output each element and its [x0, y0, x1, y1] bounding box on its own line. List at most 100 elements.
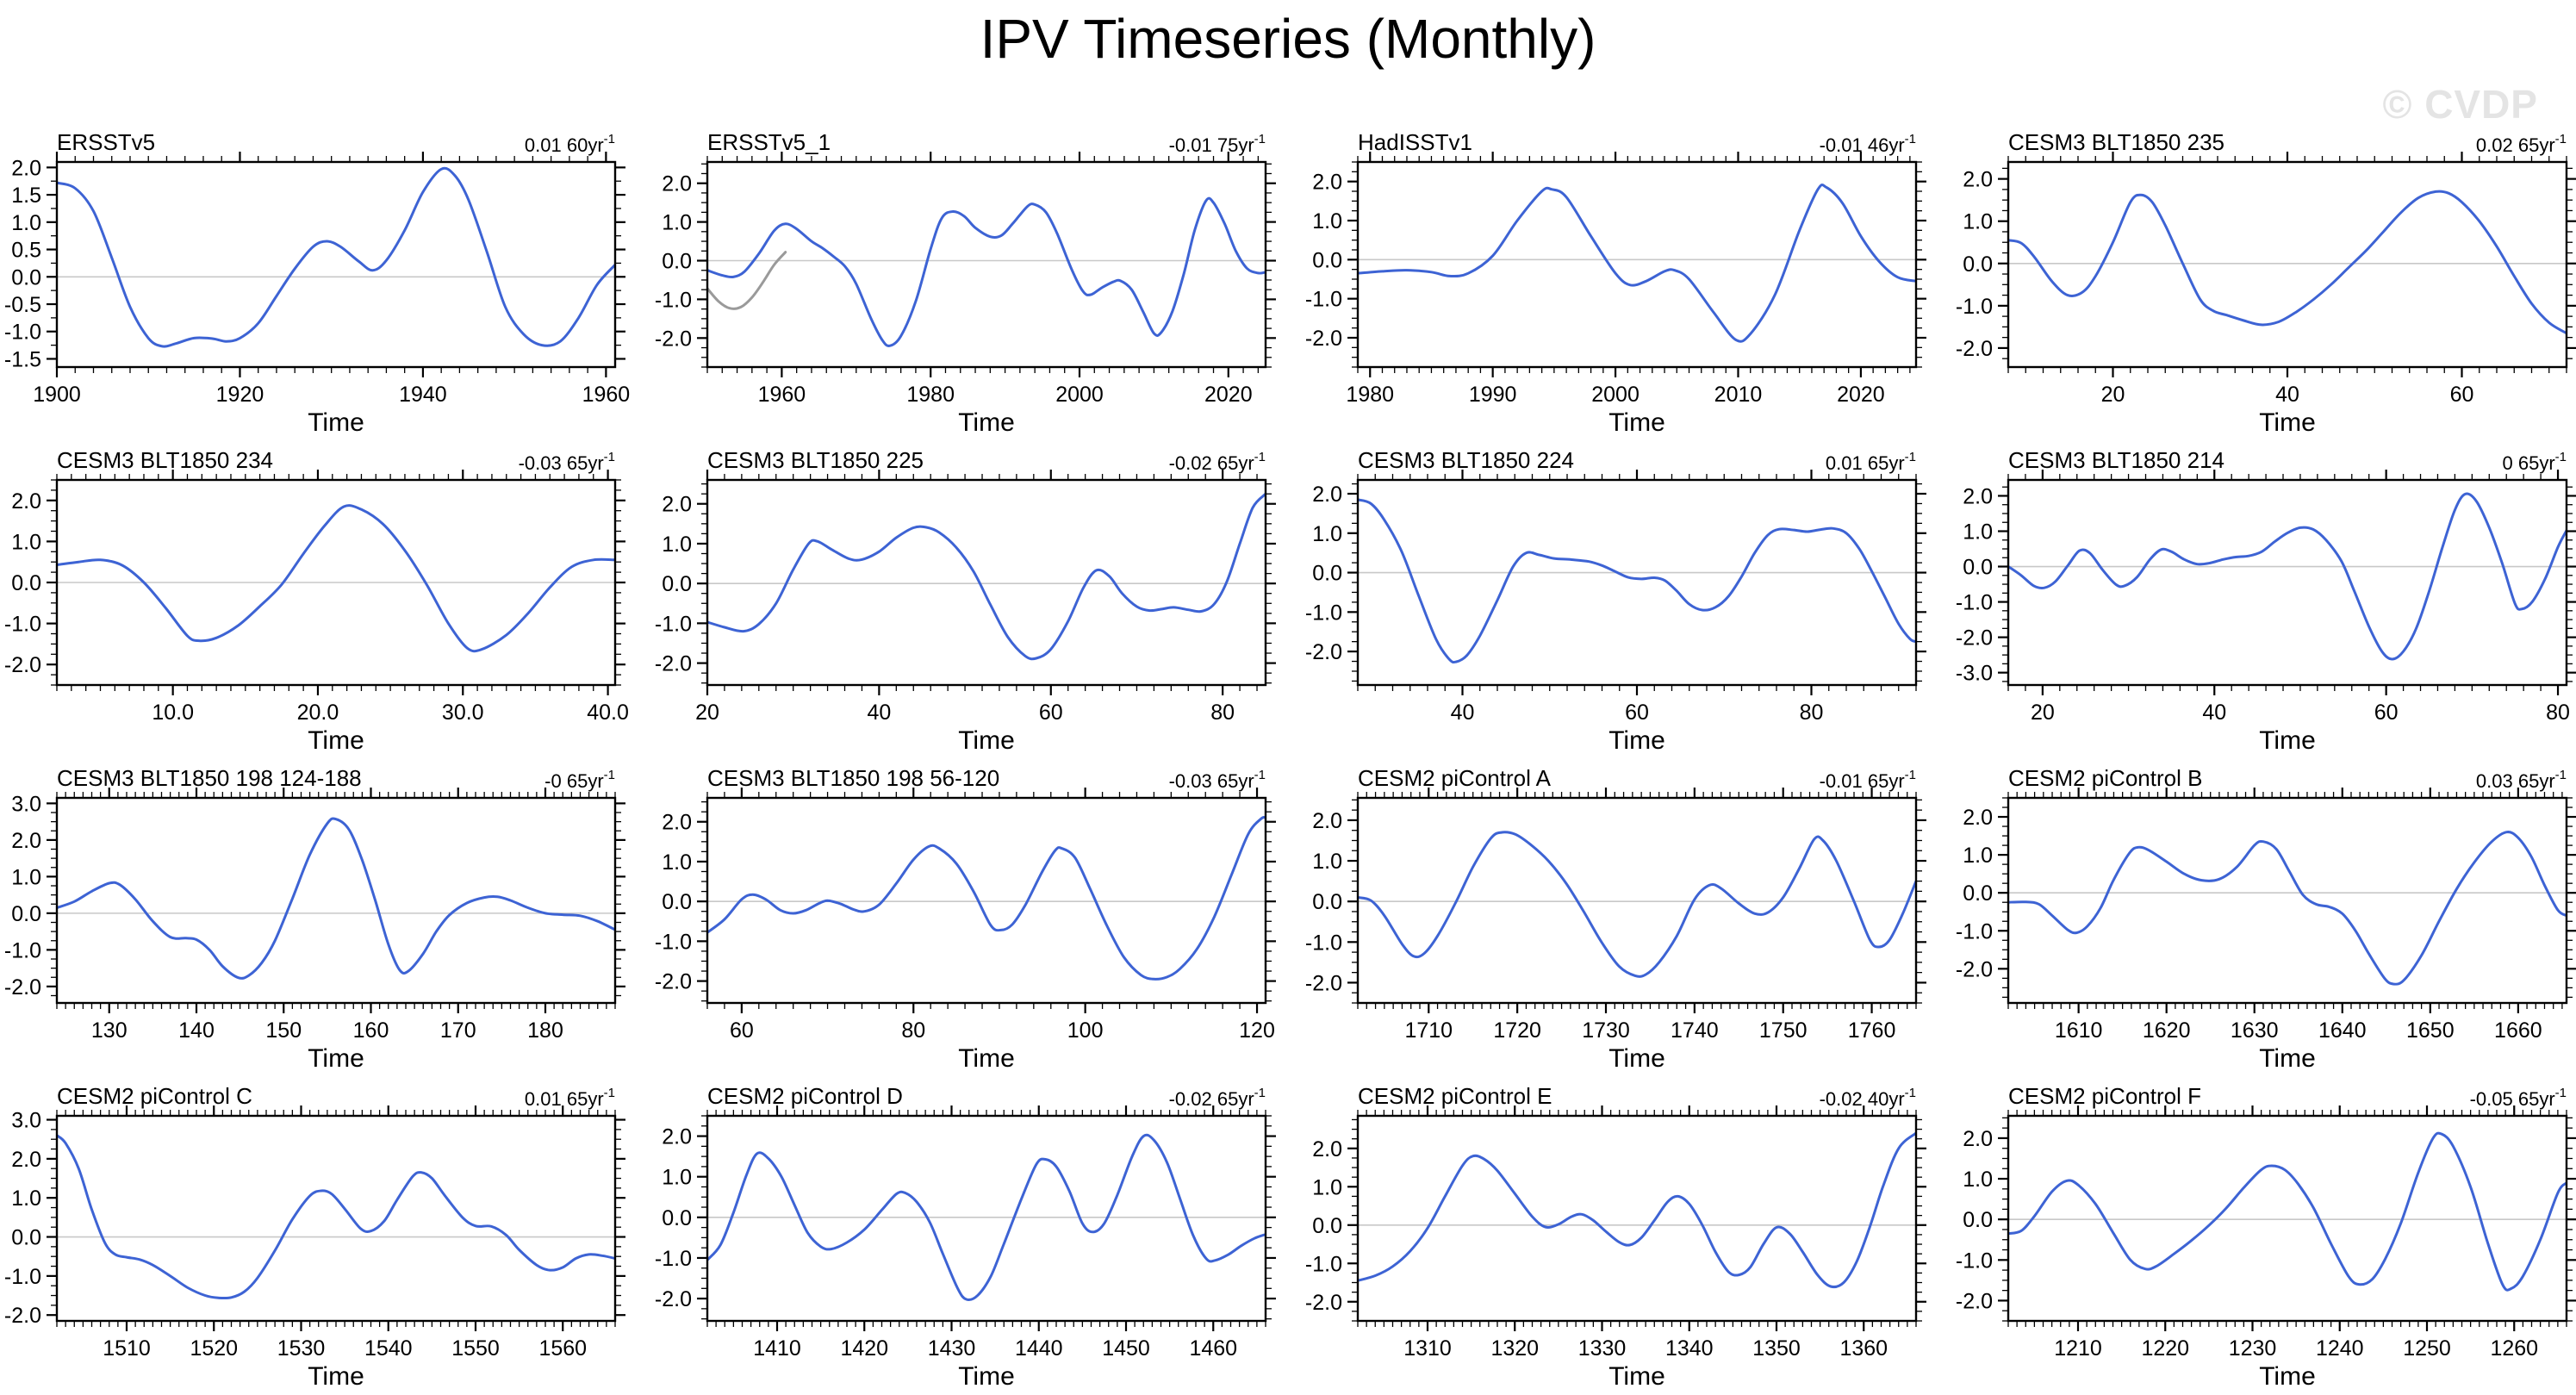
panel-trend: -0.01 75yr-1 [1169, 132, 1266, 156]
plot-frame [55, 160, 617, 369]
x-tick-label: 1710 [1404, 1018, 1453, 1043]
axis-minor-ticks [51, 1110, 621, 1327]
y-tick-label: -2.0 [1956, 626, 1993, 651]
axis-major-ticks [697, 788, 1276, 1013]
panel-title: CESM3 BLT1850 225 [707, 447, 924, 473]
ipv-series [2008, 831, 2567, 986]
y-tick-label: -2.0 [4, 975, 41, 1000]
y-tick-label: -2.0 [655, 970, 692, 994]
y-tick-label: 1.0 [1312, 1175, 1342, 1199]
y-tick-label: -2.0 [1305, 1291, 1342, 1315]
x-tick-label: 120 [1239, 1018, 1275, 1043]
x-tick-label: 2010 [1714, 383, 1763, 407]
axis-minor-ticks [2002, 156, 2573, 373]
plot-frame [55, 796, 617, 1005]
chart-panel-1: 1900 1920 1940 1960 2.0 1.5 1.0 0.50.0 -0.5 -1.0-… [4, 129, 630, 437]
ipv-series [2008, 190, 2567, 335]
x-tick-label: 40.0 [587, 701, 629, 725]
y-tick-label: 2.0 [1963, 806, 1993, 830]
y-tick-label: -1.0 [1305, 288, 1342, 312]
ipv-series [707, 492, 1266, 661]
x-tick-label: 40 [1451, 701, 1475, 725]
axis-major-ticks [1998, 1105, 2576, 1331]
axis-minor-ticks [51, 474, 621, 691]
y-tick-label: -2.0 [655, 1287, 692, 1311]
page-title: IPV Timeseries (Monthly) [980, 8, 1596, 70]
y-tick-label: 0.0 [11, 1226, 41, 1250]
x-tick-label: 10.0 [152, 701, 194, 725]
panel-title: CESM2 piControl C [57, 1083, 252, 1109]
y-tick-label: 0.0 [1312, 1214, 1342, 1238]
axis-major-ticks [47, 788, 625, 1013]
y-tick-label: 2.0 [1963, 168, 1993, 192]
x-tick-label: 2000 [1055, 383, 1104, 407]
x-tick-label: 1980 [906, 383, 955, 407]
x-tick-label: 60 [1625, 701, 1649, 725]
chart-panel-14: 1410 1420 1430 1440 1450 1460 2.0 1.0 0.0 -1.0 -2.… [655, 1083, 1276, 1391]
y-tick-label: -1.5 [4, 347, 41, 371]
x-tick-label: 60 [1039, 701, 1063, 725]
axis-major-ticks [697, 152, 1276, 377]
chart-panel-4: 20 40 60 2.0 1.0 0.0 -1.0 -2.0 CESM3 BLT1850 235… [1956, 129, 2576, 437]
y-tick-label: 3.0 [11, 792, 41, 816]
y-tick-label: 1.0 [662, 211, 692, 235]
y-tick-label: -1.0 [1956, 919, 1993, 943]
plot-frame [1356, 796, 1918, 1005]
x-tick-label: 1220 [2141, 1336, 2189, 1361]
y-tick-label: -1.0 [4, 938, 41, 962]
time-axis-label: Time [2259, 1362, 2316, 1391]
plot-frame [706, 796, 1267, 1005]
x-tick-label: 1430 [928, 1336, 976, 1361]
plot-frame [706, 160, 1267, 369]
panel-title: CESM3 BLT1850 198 56-120 [707, 765, 999, 791]
y-tick-label: -0.5 [4, 293, 41, 317]
chart-panel-13: 1510 1520 1530 1540 1550 1560 3.0 2.0 1.0 0.0 -1.0… [4, 1083, 625, 1391]
axis-major-ticks [47, 1105, 625, 1331]
time-axis-label: Time [2259, 726, 2316, 755]
y-tick-label: -2.0 [4, 1304, 41, 1328]
ipv-series [1358, 831, 1916, 978]
chart-panel-16: 1210 1220 1230 1240 1250 1260 2.0 1.0 0.0 -1.0 -2.… [1956, 1083, 2576, 1391]
panel-title: ERSSTv5 [57, 129, 155, 155]
plot-frame [55, 1114, 617, 1323]
ipv-series [57, 817, 615, 980]
x-tick-label: 1650 [2406, 1018, 2455, 1043]
y-tick-label: 1.0 [11, 1186, 41, 1211]
ipv-series [2008, 492, 2567, 661]
axis-minor-ticks [2002, 792, 2573, 1009]
x-tick-label: 130 [91, 1018, 128, 1043]
plot-frame [1356, 478, 1918, 687]
x-tick-label: 1320 [1490, 1336, 1539, 1361]
x-tick-label: 180 [527, 1018, 563, 1043]
x-tick-label: 1250 [2403, 1336, 2451, 1361]
time-axis-label: Time [2259, 1044, 2316, 1073]
y-tick-label: -1.0 [1956, 295, 1993, 319]
y-tick-label: 0.5 [11, 239, 41, 263]
y-tick-label: 1.0 [662, 850, 692, 875]
time-axis-label: Time [308, 1044, 364, 1073]
plot-frame [1356, 160, 1918, 369]
chart-panel-6: 20 40 60 80 2.0 1.0 0.0 -1.0 -2.0 CESM3 BLT1850 2… [655, 447, 1276, 755]
axis-minor-ticks [2002, 1110, 2573, 1327]
x-tick-label: 1520 [190, 1336, 238, 1361]
time-axis-label: Time [2259, 408, 2316, 437]
axis-major-ticks [47, 152, 625, 377]
plot-frame [706, 478, 1267, 687]
cvdp-watermark: © CVDP [2382, 82, 2538, 127]
ipv-series [707, 1133, 1266, 1301]
y-tick-label: -2.0 [1305, 971, 1342, 995]
plot-frame [2007, 1114, 2568, 1323]
x-tick-label: 150 [265, 1018, 302, 1043]
y-tick-label: 2.0 [11, 156, 41, 180]
chart-panel-9: 130 140 150 160 170 180 3.0 2.0 1.0 0.0 -1.0 -2.0 CE… [4, 765, 625, 1073]
y-tick-label: 2.0 [662, 811, 692, 835]
x-tick-label: 1760 [1848, 1018, 1896, 1043]
panel-title: CESM3 BLT1850 224 [1358, 447, 1574, 473]
y-tick-label: 2.0 [11, 489, 41, 514]
axis-minor-ticks [51, 792, 621, 1009]
chart-panel-11: 1710 1720 1730 1740 1750 1760 2.0 1.0 0.0 -1.0 -2.… [1305, 765, 1926, 1073]
axis-minor-ticks [51, 156, 621, 373]
x-tick-label: 1540 [364, 1336, 413, 1361]
time-axis-label: Time [1608, 408, 1665, 437]
